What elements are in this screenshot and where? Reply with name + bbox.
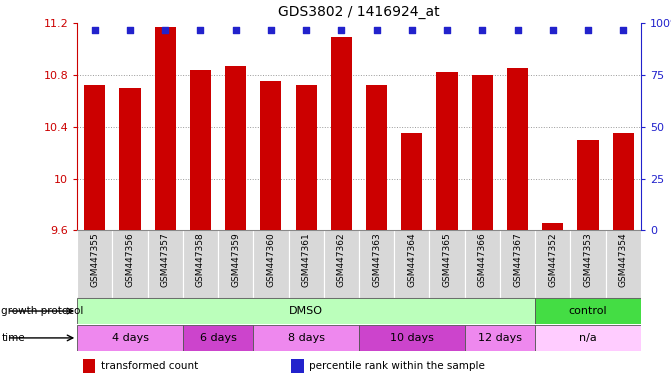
Text: GSM447354: GSM447354 [619,232,627,287]
Bar [535,325,641,351]
Bar [570,230,605,298]
Text: DMSO: DMSO [289,306,323,316]
Point [195,26,206,33]
Bar [77,230,113,298]
Bar [218,230,253,298]
Bar [296,85,317,230]
Bar [577,140,599,230]
Bar [535,230,570,298]
Bar [77,298,535,324]
Point [160,26,170,33]
Bar [113,230,148,298]
Bar [359,230,395,298]
Bar [464,325,535,351]
Bar [289,230,323,298]
Text: GSM447362: GSM447362 [337,232,346,287]
Text: 10 days: 10 days [390,333,433,343]
Text: GSM447360: GSM447360 [266,232,275,287]
Text: 8 days: 8 days [288,333,325,343]
Text: 12 days: 12 days [478,333,522,343]
Point [371,26,382,33]
Text: GSM447355: GSM447355 [91,232,99,287]
Bar [190,70,211,230]
Bar [535,298,641,324]
Text: control: control [568,306,607,316]
Point [230,26,241,33]
Point [89,26,100,33]
Bar [359,325,464,351]
Text: GSM447367: GSM447367 [513,232,522,287]
Point [266,26,276,33]
Text: GSM447361: GSM447361 [302,232,311,287]
Text: GSM447365: GSM447365 [443,232,452,287]
Bar [260,81,282,230]
Point [336,26,347,33]
Point [442,26,452,33]
Text: 4 days: 4 days [111,333,148,343]
Bar [77,325,183,351]
Bar [119,88,141,230]
Text: n/a: n/a [579,333,597,343]
Bar [436,72,458,230]
Bar [507,68,528,230]
Title: GDS3802 / 1416924_at: GDS3802 / 1416924_at [278,5,440,19]
Bar [291,359,304,373]
Text: GSM447359: GSM447359 [231,232,240,287]
Bar [83,359,95,373]
Bar [366,85,387,230]
Bar [225,66,246,230]
Text: GSM447356: GSM447356 [125,232,134,287]
Bar [500,230,535,298]
Text: growth protocol: growth protocol [1,306,84,316]
Text: time: time [1,333,25,343]
Bar [464,230,500,298]
Bar [401,133,423,230]
Bar [394,230,429,298]
Bar [85,85,105,230]
Text: 6 days: 6 days [200,333,236,343]
Bar [542,223,563,230]
Bar [331,37,352,230]
Point [512,26,523,33]
Point [582,26,593,33]
Bar [472,75,493,230]
Point [125,26,136,33]
Point [548,26,558,33]
Point [407,26,417,33]
Bar [154,27,176,230]
Text: transformed count: transformed count [101,361,198,371]
Text: GSM447364: GSM447364 [407,232,416,287]
Bar [613,133,633,230]
Text: GSM447366: GSM447366 [478,232,486,287]
Bar [254,230,289,298]
Bar [183,230,218,298]
Bar [605,230,641,298]
Text: GSM447352: GSM447352 [548,232,557,287]
Text: GSM447353: GSM447353 [584,232,592,287]
Bar [148,230,183,298]
Bar [429,230,464,298]
Text: percentile rank within the sample: percentile rank within the sample [309,361,485,371]
Point [301,26,311,33]
Bar [254,325,359,351]
Point [618,26,629,33]
Text: GSM447358: GSM447358 [196,232,205,287]
Bar [323,230,359,298]
Point [477,26,488,33]
Text: GSM447357: GSM447357 [161,232,170,287]
Bar [183,325,254,351]
Text: GSM447363: GSM447363 [372,232,381,287]
